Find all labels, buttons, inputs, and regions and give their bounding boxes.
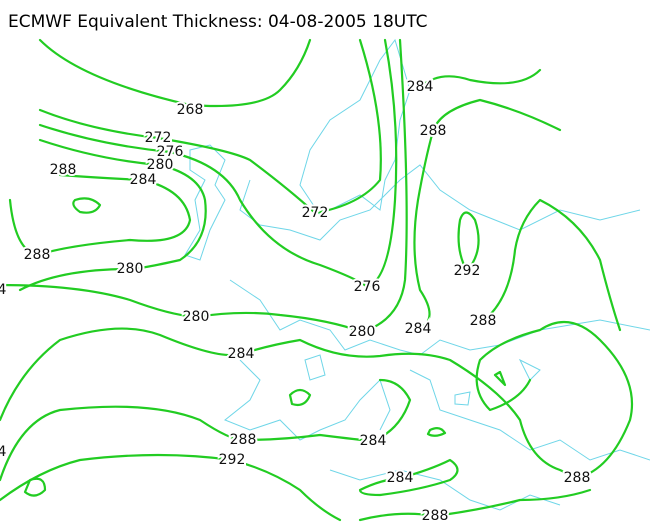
contour-line xyxy=(413,98,562,331)
contour-label: 276 xyxy=(354,279,381,295)
contour-label: 280 xyxy=(117,261,144,277)
contour-label: 292 xyxy=(219,452,246,468)
contour-line xyxy=(0,378,412,482)
coastline xyxy=(229,279,650,356)
contour-labels: 2682842882722762802882842722882922802762… xyxy=(0,77,592,524)
coastline xyxy=(329,469,561,511)
contour-line xyxy=(418,68,542,89)
contours xyxy=(0,38,634,522)
contour-line xyxy=(457,211,480,273)
contour-label: 4 xyxy=(0,444,7,460)
contour-line xyxy=(0,453,234,502)
coastline xyxy=(299,38,411,216)
contour-line xyxy=(0,320,634,480)
contour-label: 292 xyxy=(454,263,481,279)
contour-label: 272 xyxy=(145,130,172,146)
contour-line xyxy=(0,38,408,334)
contour-label: 280 xyxy=(183,309,210,325)
contour-label: 288 xyxy=(420,123,447,139)
contour-label: 276 xyxy=(157,144,184,160)
coastline xyxy=(239,164,641,241)
contour-label: 288 xyxy=(230,432,257,448)
contour-line xyxy=(18,138,207,292)
contour-label: 4 xyxy=(0,282,7,298)
contour-label: 288 xyxy=(24,247,51,263)
contour-label: 284 xyxy=(405,321,432,337)
coastline xyxy=(304,354,541,406)
contour-label: 284 xyxy=(228,346,255,362)
contour-label: 288 xyxy=(564,470,591,486)
contour-label: 280 xyxy=(147,157,174,173)
contour-label: 284 xyxy=(407,79,434,95)
contour-line xyxy=(38,38,312,108)
contour-label: 284 xyxy=(130,172,157,188)
contour-label: 268 xyxy=(177,102,204,118)
coastline xyxy=(409,369,650,461)
contour-line xyxy=(481,198,622,332)
contour-line xyxy=(72,197,102,214)
contour-line xyxy=(8,173,192,257)
coastlines xyxy=(184,38,650,511)
contour-line xyxy=(230,458,342,522)
contour-label: 288 xyxy=(50,162,77,178)
contour-line xyxy=(38,38,398,289)
coastline xyxy=(184,144,226,261)
contour-line xyxy=(358,488,592,522)
contour-label: 288 xyxy=(470,313,497,329)
contour-label: 284 xyxy=(360,433,387,449)
map-title: ECMWF Equivalent Thickness: 04-08-2005 1… xyxy=(8,12,428,32)
contour-line xyxy=(23,370,507,497)
contour-line xyxy=(358,458,459,497)
contour-label: 272 xyxy=(302,205,329,221)
contour-line xyxy=(38,38,382,215)
contour-label: 288 xyxy=(422,508,449,524)
contour-label: 280 xyxy=(349,324,376,340)
contour-label: 284 xyxy=(387,470,414,486)
